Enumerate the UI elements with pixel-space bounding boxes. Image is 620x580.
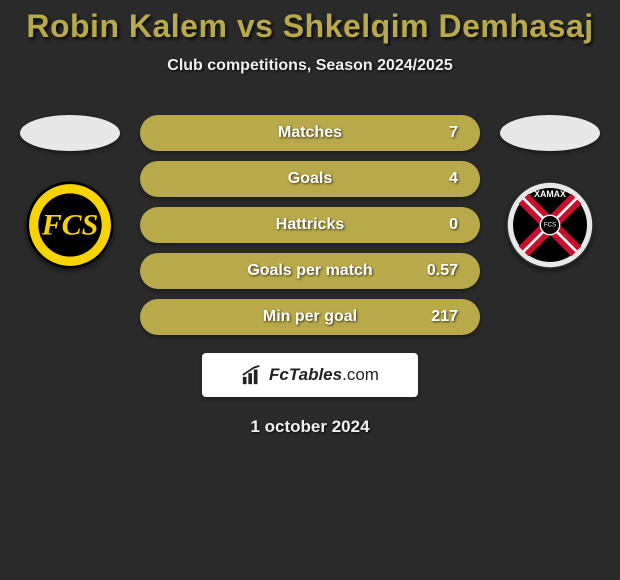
stat-label: Hattricks bbox=[276, 216, 344, 234]
stats-column: Matches 7 Goals 4 Hattricks 0 Goals per … bbox=[140, 115, 480, 335]
stat-value: 0.57 bbox=[427, 262, 458, 280]
stat-value: 4 bbox=[449, 170, 458, 188]
stat-bar-goals: Goals 4 bbox=[140, 161, 480, 197]
svg-text:FCS: FCS bbox=[41, 209, 99, 242]
branding-main: FcTables bbox=[269, 365, 342, 384]
stat-label: Matches bbox=[278, 124, 342, 142]
stat-label: Min per goal bbox=[263, 308, 357, 326]
chart-icon bbox=[241, 364, 263, 386]
player-avatar-right bbox=[500, 115, 600, 151]
branding-text: FcTables.com bbox=[269, 365, 379, 385]
stat-label: Goals per match bbox=[247, 262, 372, 280]
stat-value: 0 bbox=[449, 216, 458, 234]
comparison-card: Robin Kalem vs Shkelqim Demhasaj Club co… bbox=[0, 0, 620, 437]
stat-bar-matches: Matches 7 bbox=[140, 115, 480, 151]
left-column: FCS bbox=[20, 115, 120, 269]
svg-text:FCS: FCS bbox=[544, 222, 556, 229]
player-avatar-left bbox=[20, 115, 120, 151]
page-title: Robin Kalem vs Shkelqim Demhasaj bbox=[0, 8, 620, 45]
stat-bar-hattricks: Hattricks 0 bbox=[140, 207, 480, 243]
main-row: FCS Matches 7 Goals 4 Hattricks 0 Goals … bbox=[0, 115, 620, 335]
stat-label: Goals bbox=[288, 170, 332, 188]
stat-bar-gpm: Goals per match 0.57 bbox=[140, 253, 480, 289]
date-line: 1 october 2024 bbox=[0, 417, 620, 437]
club-logo-left: FCS bbox=[26, 181, 114, 269]
stat-bar-mpg: Min per goal 217 bbox=[140, 299, 480, 335]
stat-value: 217 bbox=[431, 308, 458, 326]
page-subtitle: Club competitions, Season 2024/2025 bbox=[0, 57, 620, 75]
right-column: XAMAX FCS bbox=[500, 115, 600, 269]
branding-badge[interactable]: FcTables.com bbox=[202, 353, 418, 397]
club-logo-right: XAMAX FCS bbox=[506, 181, 594, 269]
stat-value: 7 bbox=[449, 124, 458, 142]
branding-domain: .com bbox=[342, 365, 379, 384]
svg-text:XAMAX: XAMAX bbox=[534, 189, 566, 199]
